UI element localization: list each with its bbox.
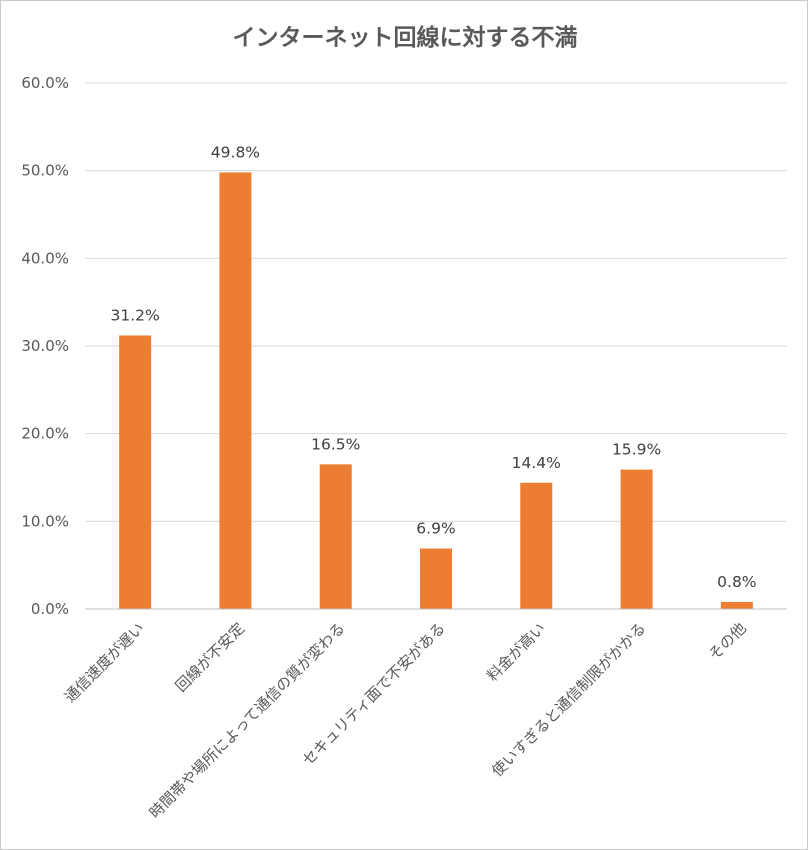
bar	[119, 335, 152, 609]
data-label: 49.8%	[211, 143, 260, 161]
data-labels: 31.2% 49.8% 16.5% 6.9% 14.4% 15.9% 0.8%	[111, 143, 757, 591]
data-label: 14.4%	[512, 454, 561, 472]
y-tick-label: 30.0%	[21, 337, 69, 355]
y-tick-label: 50.0%	[21, 162, 69, 180]
data-label: 6.9%	[416, 520, 455, 538]
category-label: 料金が高い	[483, 619, 549, 685]
bar	[520, 482, 553, 609]
data-label: 16.5%	[311, 435, 360, 453]
bar	[420, 548, 452, 609]
y-tick-label: 10.0%	[21, 512, 69, 530]
y-tick-label: 20.0%	[21, 425, 69, 443]
gridlines	[85, 82, 787, 522]
bar	[319, 464, 352, 609]
category-label: 時間帯や場所によって通信の質が変わる	[146, 619, 349, 822]
y-axis-tick-labels: 0.0% 10.0% 20.0% 30.0% 40.0% 50.0% 60.0%	[21, 74, 69, 618]
data-label: 31.2%	[111, 306, 160, 324]
y-tick-label: 0.0%	[31, 600, 69, 618]
y-tick-label: 40.0%	[21, 249, 69, 267]
category-label: 通信速度が遅い	[61, 619, 148, 706]
category-label: その他	[705, 619, 750, 664]
bar	[620, 469, 653, 609]
bar	[219, 172, 252, 610]
data-label: 15.9%	[612, 441, 661, 459]
category-labels: 通信速度が遅い 回線が不安定時間帯や場所によって通信の質が変わるセキュリティ面で不…	[61, 619, 750, 822]
data-label: 0.8%	[717, 573, 756, 591]
bars	[119, 172, 753, 610]
category-label: 回線が不安定	[172, 619, 248, 695]
y-tick-label: 60.0%	[21, 74, 69, 92]
chart-title: インターネット回線に対する不満	[233, 24, 578, 51]
bar	[720, 601, 753, 609]
